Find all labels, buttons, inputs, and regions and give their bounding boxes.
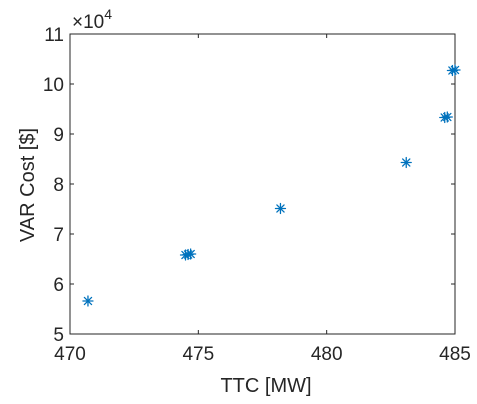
data-point (449, 64, 461, 76)
data-point (400, 156, 412, 169)
data-point (441, 111, 453, 123)
tick-labels: 470 475 480 485 5 6 7 8 9 10 11 (43, 25, 471, 365)
axis-ticks (69, 33, 456, 335)
axes-box (69, 33, 456, 335)
y-exponent-power: 4 (104, 6, 112, 22)
y-exponent-label: ×104 (72, 6, 112, 33)
x-tick-label: 470 (54, 344, 86, 365)
data-markers (82, 64, 461, 307)
y-tick-label: 6 (53, 275, 64, 296)
y-tick-label: 9 (53, 125, 64, 146)
data-point (274, 202, 287, 215)
y-tick-label: 8 (53, 175, 64, 196)
y-tick-label: 5 (53, 325, 64, 346)
data-point (82, 295, 94, 307)
x-tick-label: 480 (311, 344, 343, 365)
y-tick-label: 11 (44, 25, 64, 46)
data-point (184, 248, 197, 260)
x-tick-label: 475 (182, 344, 214, 365)
y-tick-label: 7 (53, 225, 64, 246)
y-exponent-base: ×10 (72, 12, 104, 33)
plot-area (69, 33, 456, 335)
y-axis-label: VAR Cost [$] (17, 128, 39, 242)
y-tick-label: 10 (43, 75, 64, 96)
x-tick-label: 485 (439, 344, 471, 365)
x-axis-label: TTC [MW] (220, 375, 311, 397)
